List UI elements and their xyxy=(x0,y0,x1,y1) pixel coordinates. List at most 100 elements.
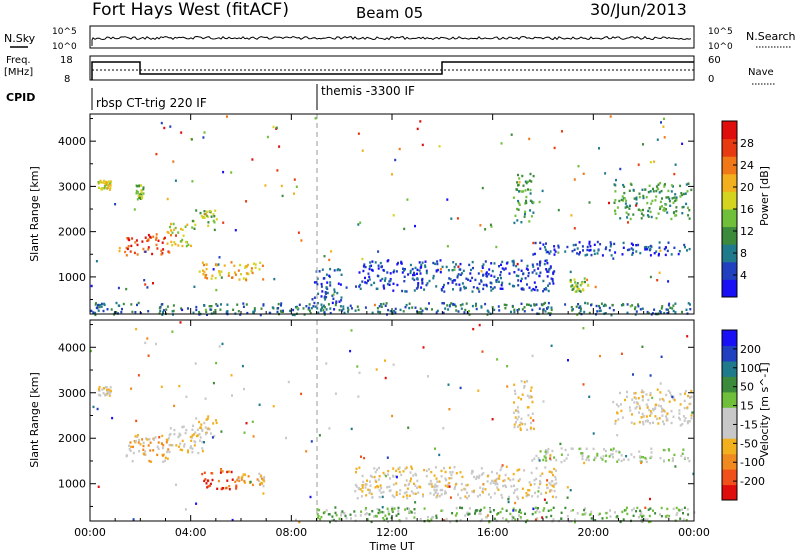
range-cell xyxy=(650,412,653,415)
range-cell xyxy=(665,417,668,420)
range-cell xyxy=(578,241,581,244)
range-cell xyxy=(368,267,371,271)
range-cell xyxy=(520,287,523,290)
range-cell xyxy=(414,492,417,495)
noise-cell xyxy=(625,455,628,458)
range-cell xyxy=(159,309,162,313)
range-cell xyxy=(517,184,519,187)
range-cell xyxy=(452,279,455,282)
range-cell xyxy=(551,484,554,487)
noise-cell xyxy=(212,268,215,271)
range-cell xyxy=(665,308,668,311)
range-cell xyxy=(456,276,459,279)
range-cell xyxy=(193,444,196,447)
noise-cell xyxy=(135,327,138,331)
noise-cell xyxy=(146,286,149,289)
range-cell xyxy=(470,472,473,475)
range-cell xyxy=(225,486,228,490)
range-cell xyxy=(588,513,591,516)
noise-cell xyxy=(691,411,694,414)
range-cell xyxy=(631,413,633,416)
noise-cell xyxy=(612,400,615,404)
range-cell xyxy=(614,199,617,202)
range-cell xyxy=(672,309,675,313)
range-cell xyxy=(522,272,525,276)
range-cell xyxy=(590,253,593,257)
range-cell xyxy=(648,408,651,412)
noise-cell xyxy=(328,258,331,262)
range-cell xyxy=(129,449,132,452)
noise-cell xyxy=(204,397,207,400)
range-cell xyxy=(464,514,467,517)
range-cell xyxy=(516,495,519,498)
range-cell xyxy=(359,514,362,517)
colorbar-tick-label: 200 xyxy=(740,343,761,356)
range-cell xyxy=(514,518,517,521)
range-cell xyxy=(328,513,331,516)
range-cell xyxy=(527,188,529,191)
range-cell xyxy=(397,509,400,512)
range-cell xyxy=(538,510,541,514)
range-cell xyxy=(416,268,419,272)
range-cell xyxy=(664,515,667,518)
range-cell xyxy=(658,417,661,420)
range-cell xyxy=(649,247,652,251)
noise-cell xyxy=(648,184,651,187)
range-cell xyxy=(453,303,456,306)
range-cell xyxy=(457,310,460,313)
range-cell xyxy=(530,395,533,399)
range-cell xyxy=(666,412,669,415)
range-cell xyxy=(404,290,407,293)
range-cell xyxy=(461,272,464,275)
range-cell xyxy=(504,267,507,270)
range-cell xyxy=(489,510,492,514)
range-cell xyxy=(672,304,675,307)
range-cell xyxy=(355,485,358,488)
range-cell xyxy=(535,509,538,512)
range-cell xyxy=(523,386,526,389)
range-cell xyxy=(544,310,547,313)
range-cell xyxy=(420,286,423,289)
range-cell xyxy=(479,493,482,497)
range-cell xyxy=(656,388,659,391)
range-cell xyxy=(204,432,207,436)
range-cell xyxy=(592,447,595,451)
range-cell xyxy=(374,470,377,474)
range-cell xyxy=(638,455,641,458)
range-cell xyxy=(545,288,548,291)
range-cell xyxy=(505,262,508,265)
range-cell xyxy=(207,221,210,224)
range-cell xyxy=(688,209,691,212)
range-cell xyxy=(154,436,157,439)
range-cell xyxy=(475,307,478,311)
range-cell xyxy=(391,494,394,497)
noise-cell xyxy=(421,143,424,147)
colorbar-tick-label: 100 xyxy=(740,362,761,375)
range-cell xyxy=(609,245,612,248)
range-cell xyxy=(641,412,644,416)
range-cell xyxy=(347,308,350,311)
range-cell xyxy=(398,466,401,469)
range-cell xyxy=(142,188,145,191)
noise-cell xyxy=(195,502,198,505)
range-cell xyxy=(513,221,516,225)
range-cell xyxy=(520,302,523,305)
range-cell xyxy=(616,206,619,209)
range-cell xyxy=(576,252,579,255)
range-cell xyxy=(139,312,142,315)
range-cell xyxy=(478,474,481,477)
range-cell xyxy=(659,513,661,516)
range-cell xyxy=(171,231,174,234)
range-cell xyxy=(359,283,362,287)
range-cell xyxy=(517,514,520,517)
range-cell xyxy=(635,198,638,201)
range-cell xyxy=(430,482,433,486)
range-cell xyxy=(140,189,143,192)
range-cell xyxy=(259,483,262,486)
range-cell xyxy=(659,200,662,204)
range-cell xyxy=(622,241,625,245)
range-cell xyxy=(645,247,648,251)
range-cell xyxy=(663,422,666,426)
range-cell xyxy=(101,388,104,391)
range-cell xyxy=(620,198,623,202)
